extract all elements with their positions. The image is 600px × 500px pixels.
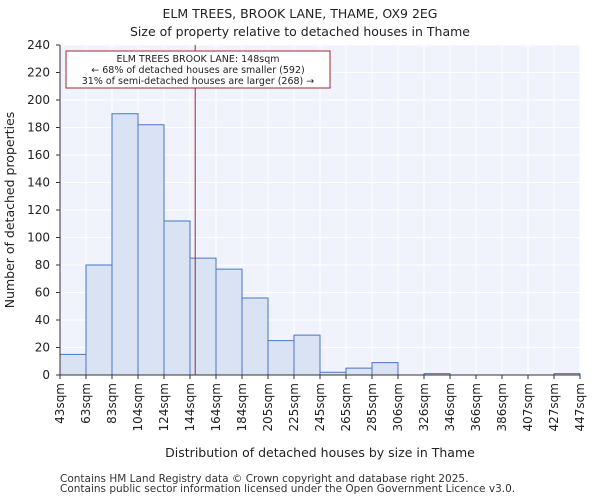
annotation-box: ELM TREES BROOK LANE: 148sqm ← 68% of de… [65,50,331,89]
footer-line-2: Contains public sector information licen… [60,483,516,495]
x-tick-label: 43sqm [53,383,67,424]
y-axis-ticks: 0 20 40 60 80 100 120 140 160 180 200 220 240 [27,38,60,382]
x-axis-ticks: 43sqm 63sqm 83sqm 104sqm 124sqm 144sqm 164sqm 1… [53,375,587,431]
bar-43sqm [59,353,87,376]
annotation-line-1: ELM TREES BROOK LANE: 148sqm [117,54,280,65]
x-tick-label: 326sqm [417,383,431,431]
x-tick-label: 205sqm [261,383,275,431]
x-tick-label: 366sqm [469,383,483,431]
x-tick-label: 386sqm [495,383,509,431]
annotation-line-2: ← 68% of detached houses are smaller (59… [91,65,304,76]
y-tick-label: 140 [27,176,50,190]
x-tick-label: 346sqm [443,383,457,431]
x-tick-label: 104sqm [131,383,145,431]
x-tick-label: 164sqm [209,383,223,431]
x-tick-label: 245sqm [313,383,327,431]
x-tick-label: 427sqm [547,383,561,431]
footer-line-1: Contains HM Land Registry data © Crown c… [60,473,469,485]
bar-225sqm [293,334,321,376]
bar-205sqm [267,340,295,376]
y-tick-label: 120 [27,203,50,217]
bar-285sqm [371,362,399,376]
bar-184sqm [241,297,269,376]
y-tick-label: 240 [27,38,50,52]
bar-83sqm [111,113,139,376]
y-tick-label: 200 [27,93,50,107]
y-tick-label: 160 [27,148,50,162]
x-tick-label: 184sqm [235,383,249,431]
y-tick-label: 100 [27,231,50,245]
x-tick-label: 144sqm [183,383,197,431]
y-tick-label: 0 [42,368,50,382]
y-tick-label: 40 [35,313,50,327]
y-tick-label: 80 [35,258,50,272]
x-tick-label: 83sqm [105,383,119,424]
bars [59,113,581,376]
x-tick-label: 265sqm [339,383,353,431]
bar-265sqm [345,367,373,376]
bar-124sqm [163,220,191,376]
bar-104sqm [137,124,165,376]
y-tick-label: 220 [27,66,50,80]
x-tick-label: 63sqm [79,383,93,424]
x-tick-label: 285sqm [365,383,379,431]
y-tick-label: 20 [35,341,50,355]
y-axis-label: Number of detached properties [2,112,17,309]
chart-title: ELM TREES, BROOK LANE, THAME, OX9 2EG [162,6,438,21]
chart-subtitle: Size of property relative to detached ho… [130,24,470,39]
bar-144sqm [189,257,217,376]
x-tick-label: 407sqm [521,383,535,431]
bar-63sqm [85,264,113,376]
annotation-border [65,50,331,89]
annotation-line-3: 31% of semi-detached houses are larger (… [82,76,315,87]
x-tick-label: 447sqm [573,383,587,431]
y-tick-label: 60 [35,286,50,300]
x-tick-label: 306sqm [391,383,405,431]
x-tick-label: 225sqm [287,383,301,431]
y-tick-label: 180 [27,121,50,135]
x-axis-label: Distribution of detached houses by size … [165,445,475,460]
x-tick-label: 124sqm [157,383,171,431]
bar-164sqm [215,268,243,376]
